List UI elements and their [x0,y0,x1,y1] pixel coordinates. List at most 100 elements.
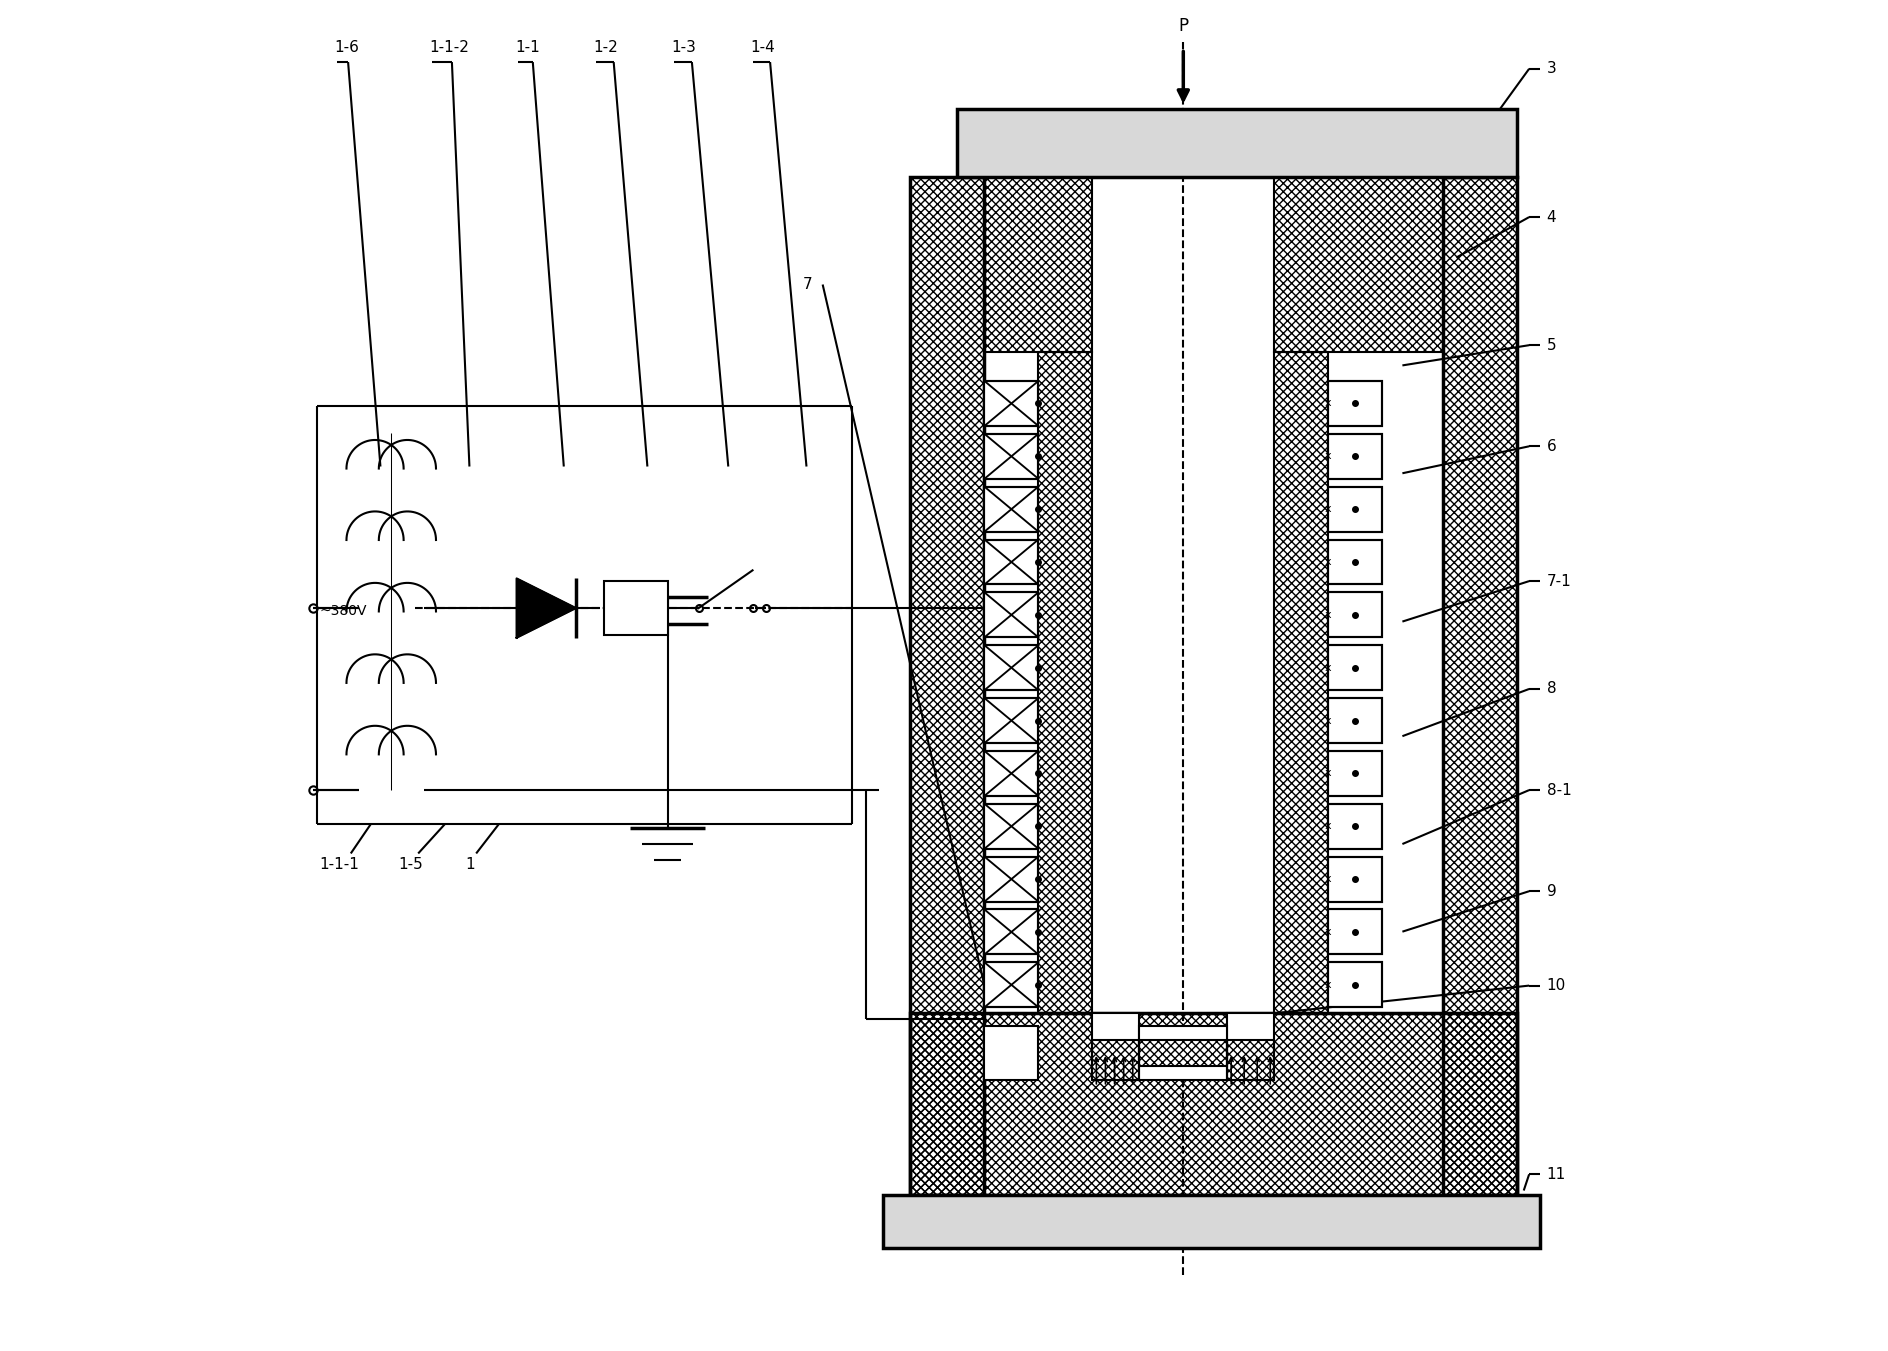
Text: x: x [1325,769,1331,778]
Bar [1329,751,1382,796]
Bar [1329,592,1382,638]
Bar [1093,1039,1140,1079]
Bar [1329,381,1382,426]
Text: x: x [1325,716,1331,725]
Bar [1329,646,1382,690]
Bar [984,909,1038,954]
Bar [984,698,1038,743]
Text: x: x [1325,663,1331,673]
Text: P: P [1178,18,1188,35]
Bar [984,592,1038,638]
Bar [984,539,1038,585]
Bar [1329,804,1382,848]
Bar [1329,962,1382,1008]
Bar [984,909,1038,954]
Bar [604,581,668,635]
Bar [984,381,1038,426]
Bar [1329,804,1382,848]
Bar [1140,1039,1227,1066]
Text: x: x [1325,609,1331,620]
Text: 8-1: 8-1 [1546,782,1571,797]
Bar [1329,909,1382,954]
Bar [984,486,1038,531]
Bar [1329,434,1382,478]
Bar [984,486,1038,531]
Bar [984,646,1038,690]
Bar [1329,646,1382,690]
Bar [1329,539,1382,585]
Bar [1442,177,1516,1194]
Bar [1329,381,1382,426]
Bar [984,698,1038,743]
Text: 7: 7 [802,277,812,292]
Bar [1093,1012,1140,1079]
Text: 9: 9 [1546,884,1556,898]
Bar [984,804,1038,848]
Text: 1-5: 1-5 [398,857,423,871]
Bar [984,962,1038,1008]
Bar [1329,486,1382,531]
Bar [1227,1039,1274,1079]
Text: x: x [1325,927,1331,938]
Bar [1329,539,1382,585]
Bar [910,177,984,1194]
Bar [1140,1025,1227,1079]
Text: 6: 6 [1546,439,1556,454]
Bar [1038,351,1093,1012]
Bar [984,857,1038,901]
Text: 1-4: 1-4 [750,41,774,55]
Bar [984,804,1038,848]
Bar [984,962,1038,1008]
Text: 7-1: 7-1 [1546,574,1571,589]
Text: x: x [1325,451,1331,461]
Bar [1329,486,1382,531]
Bar [910,1012,1516,1194]
Bar [984,857,1038,901]
Bar [984,177,1093,351]
Bar [1329,909,1382,954]
Bar [1329,857,1382,901]
Text: x: x [1325,504,1331,515]
Text: x: x [1325,557,1331,567]
Text: 8: 8 [1546,681,1556,697]
Text: 3: 3 [1546,61,1556,76]
Bar [984,751,1038,796]
Bar [1329,857,1382,901]
Text: 5: 5 [1546,338,1556,353]
Text: 1-2: 1-2 [593,41,617,55]
Text: 4: 4 [1546,209,1556,224]
Bar [1329,962,1382,1008]
Bar [984,434,1038,478]
Bar [884,1194,1541,1248]
Bar [1329,751,1382,796]
Text: 1: 1 [464,857,476,871]
Bar [1329,434,1382,478]
Bar [984,592,1038,638]
Text: 1-1-1: 1-1-1 [319,857,359,871]
Polygon shape [517,578,576,638]
Text: x: x [1325,874,1331,884]
Bar [984,751,1038,796]
Text: 1-1-2: 1-1-2 [429,41,468,55]
Text: 1-3: 1-3 [672,41,697,55]
Text: 11: 11 [1546,1167,1565,1182]
Text: 1-1: 1-1 [515,41,540,55]
Text: 1-6: 1-6 [334,41,359,55]
Bar [1274,177,1442,351]
Bar [984,1025,1038,1079]
Bar [1329,592,1382,638]
Bar [957,109,1516,177]
Text: x: x [1325,979,1331,990]
Text: ~380V: ~380V [319,604,368,617]
Text: x: x [1325,821,1331,831]
Bar [984,434,1038,478]
Bar [1274,351,1329,1012]
Bar [1227,1012,1274,1079]
Bar [1329,698,1382,743]
Bar [984,539,1038,585]
Text: 10: 10 [1546,978,1565,993]
Bar [984,381,1038,426]
Bar [984,646,1038,690]
Bar [1329,698,1382,743]
Text: x: x [1325,399,1331,408]
